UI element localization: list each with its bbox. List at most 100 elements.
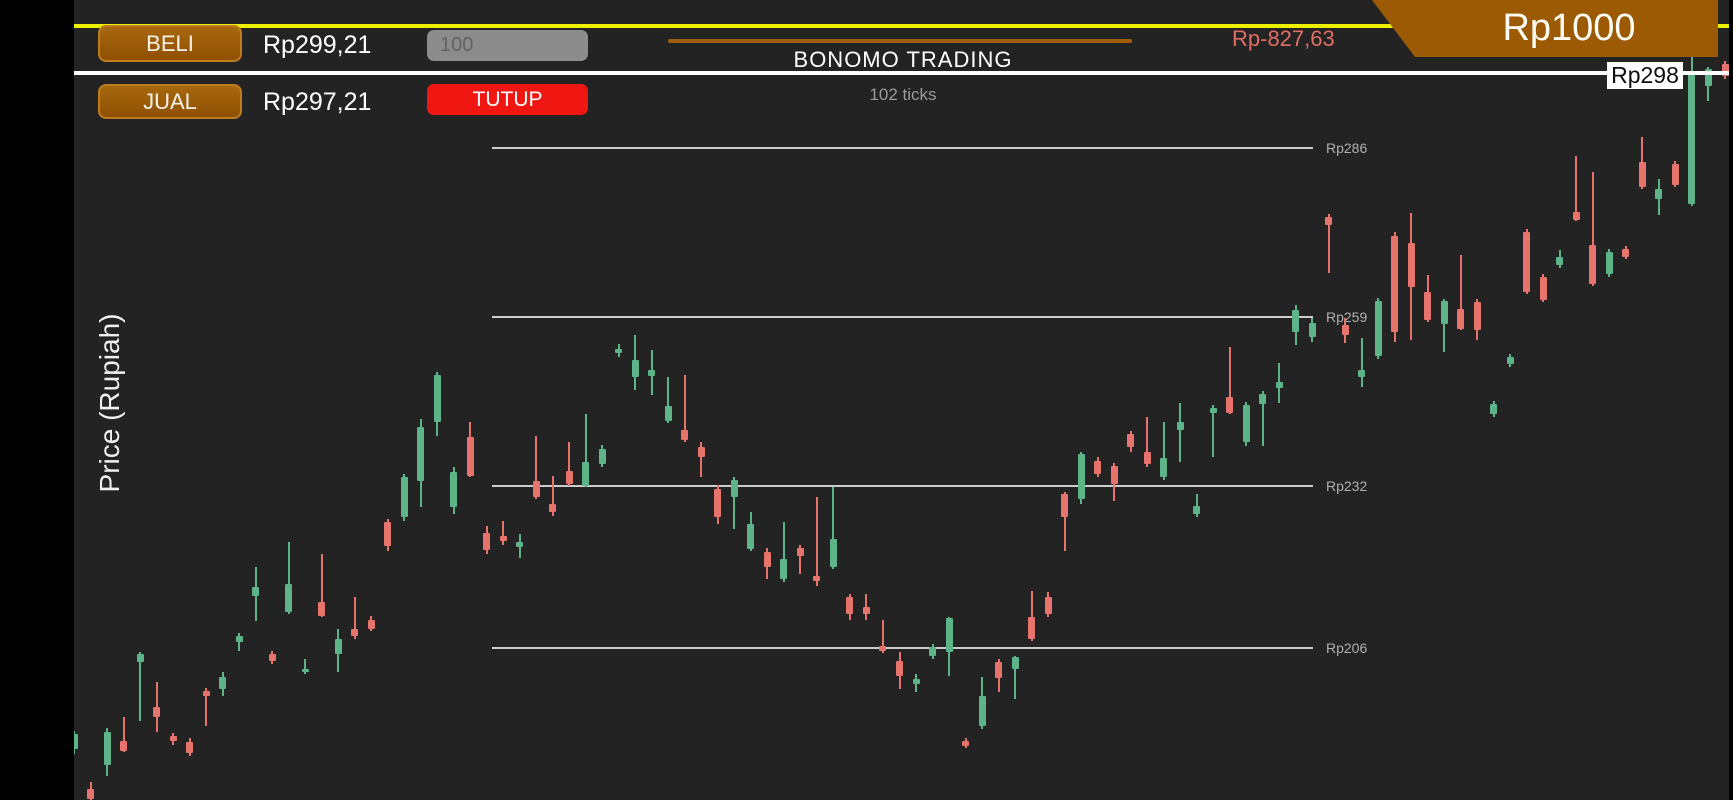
candle: [631, 359, 639, 377]
tick-counter: 102 ticks: [869, 85, 937, 104]
candle-wick: [287, 542, 290, 614]
candle: [1572, 212, 1580, 220]
candle-wick: [1360, 338, 1363, 387]
candle: [565, 471, 573, 485]
candle-wick: [1261, 390, 1264, 447]
candle: [879, 646, 887, 652]
candle: [1061, 494, 1069, 518]
candle-wick: [881, 619, 884, 653]
candle-wick: [1459, 254, 1462, 330]
candle: [1259, 394, 1267, 405]
candle: [615, 349, 623, 353]
buy-button[interactable]: BELI: [98, 25, 242, 62]
candle-wick: [1146, 417, 1149, 467]
candle-wick: [1575, 155, 1578, 222]
left-bezel: [0, 0, 74, 800]
candle: [1473, 301, 1481, 330]
sell-button[interactable]: JUAL: [98, 84, 242, 119]
candle: [1308, 323, 1316, 337]
candle: [1704, 68, 1712, 86]
candle-wick: [535, 436, 538, 500]
candle: [285, 584, 293, 613]
candle-wick: [815, 497, 818, 586]
candle: [829, 539, 837, 568]
candle: [532, 481, 540, 498]
candle: [549, 504, 557, 513]
candle: [714, 488, 722, 518]
gridline-label: Rp206: [1326, 640, 1368, 656]
candle: [1077, 453, 1085, 500]
candle-wick: [205, 688, 208, 727]
candle-wick: [568, 442, 571, 486]
candle: [1391, 235, 1399, 333]
candle: [1325, 216, 1333, 225]
candle: [1605, 251, 1613, 274]
close-position-button[interactable]: TUTUP: [427, 84, 588, 115]
candle-wick: [782, 522, 785, 583]
candle: [87, 788, 94, 799]
candle-wick: [238, 633, 241, 652]
candle-wick: [139, 651, 142, 722]
candle: [1655, 188, 1663, 199]
candle: [1193, 506, 1201, 515]
price-gridline: [492, 647, 1313, 649]
candle: [1358, 369, 1366, 377]
candle: [483, 533, 491, 550]
candle: [1523, 231, 1531, 292]
candle: [268, 654, 276, 662]
candle: [648, 369, 656, 377]
candle: [1226, 396, 1234, 413]
balance-banner: Rp1000: [1372, 0, 1718, 57]
candle: [235, 636, 243, 642]
candle: [896, 661, 903, 677]
sell-price: Rp297,21: [263, 88, 372, 116]
candle: [1292, 309, 1300, 332]
candle: [978, 696, 986, 727]
candle: [367, 619, 375, 629]
candle: [1011, 657, 1019, 670]
price-gridline: [492, 315, 1313, 318]
candle: [1176, 421, 1184, 430]
candle: [1671, 163, 1679, 185]
candle: [1374, 301, 1382, 357]
candle-wick: [865, 594, 868, 620]
candle-wick: [1063, 491, 1066, 552]
gridline-label: Rp259: [1326, 308, 1368, 325]
y-axis-label: Price (Rupiah): [94, 313, 125, 493]
candle: [780, 559, 788, 580]
candle: [1275, 381, 1283, 388]
candle: [747, 524, 755, 550]
candle: [186, 741, 194, 753]
candle: [1407, 243, 1415, 287]
candle: [384, 522, 392, 547]
candle: [417, 427, 425, 482]
candle-wick: [1327, 214, 1330, 273]
candle-wick: [700, 442, 703, 478]
candle: [450, 472, 458, 508]
candle-wick: [320, 554, 323, 618]
candle-wick: [502, 521, 505, 545]
candle-wick: [733, 476, 736, 530]
candle-wick: [1212, 404, 1215, 457]
candle: [202, 691, 210, 697]
candle-wick: [1591, 171, 1594, 286]
app-title: BONOMO TRADING: [793, 47, 1013, 72]
candle-wick: [1014, 655, 1017, 699]
candle-wick: [799, 544, 802, 575]
candle: [1044, 597, 1052, 615]
candle: [1457, 308, 1465, 329]
candle-wick: [304, 658, 307, 675]
candle: [1688, 73, 1696, 205]
candle: [1490, 403, 1498, 414]
candle: [1506, 356, 1514, 364]
buy-price: Rp299,21: [263, 31, 372, 59]
candle-wick: [1162, 422, 1165, 480]
candle: [1556, 256, 1564, 265]
candle: [1242, 404, 1250, 443]
candle: [1440, 301, 1448, 324]
amount-input[interactable]: [427, 30, 588, 61]
pnl-value: Rp-827,63: [1232, 26, 1335, 51]
candle-wick: [832, 486, 835, 569]
candle-wick: [551, 476, 554, 516]
candle: [912, 679, 920, 685]
